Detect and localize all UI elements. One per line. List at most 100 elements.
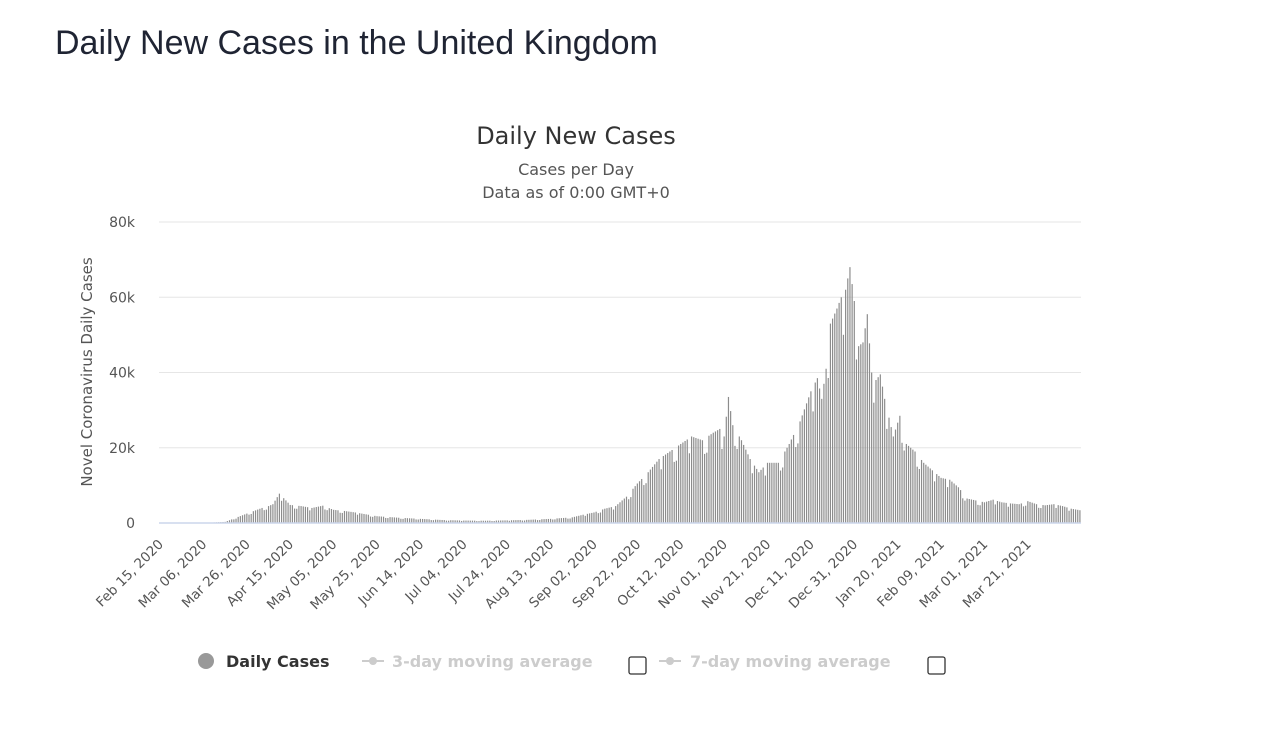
bar bbox=[693, 437, 695, 523]
bar bbox=[432, 520, 435, 523]
bar bbox=[250, 513, 252, 523]
bar bbox=[788, 443, 790, 523]
bar bbox=[430, 520, 432, 523]
bar bbox=[307, 507, 309, 523]
bar bbox=[330, 509, 333, 523]
legend-3-day-dot-icon bbox=[369, 657, 377, 665]
bar bbox=[532, 519, 534, 523]
bar bbox=[892, 436, 894, 523]
bar bbox=[918, 469, 920, 523]
bar bbox=[424, 519, 426, 523]
bar bbox=[456, 520, 458, 523]
bar bbox=[621, 500, 623, 523]
bar bbox=[1072, 509, 1074, 523]
bar bbox=[749, 459, 751, 523]
bar bbox=[1005, 502, 1007, 523]
bar bbox=[886, 428, 888, 523]
bar bbox=[352, 512, 354, 523]
bar bbox=[1077, 509, 1079, 523]
bar bbox=[955, 485, 957, 524]
bar bbox=[1040, 508, 1042, 523]
bar bbox=[246, 513, 248, 523]
bar bbox=[482, 520, 484, 523]
bar bbox=[543, 519, 545, 523]
bar bbox=[840, 297, 842, 523]
bar bbox=[818, 388, 821, 523]
bar bbox=[888, 417, 890, 523]
bar bbox=[491, 521, 493, 523]
bar bbox=[925, 464, 927, 523]
bar bbox=[541, 519, 543, 523]
bar bbox=[265, 509, 267, 523]
bar bbox=[994, 504, 996, 523]
y-axis-label: Novel Coronavirus Daily Cases bbox=[78, 257, 96, 487]
bar bbox=[382, 516, 385, 523]
bar bbox=[786, 447, 788, 523]
bar bbox=[897, 422, 899, 523]
bar bbox=[480, 520, 482, 523]
bar bbox=[339, 512, 341, 523]
bar bbox=[278, 493, 280, 523]
legend-7-day-checkbox[interactable] bbox=[927, 656, 946, 675]
bar bbox=[257, 509, 259, 523]
bar bbox=[871, 372, 873, 523]
bar bbox=[684, 440, 686, 523]
bar bbox=[487, 520, 489, 523]
bar bbox=[567, 518, 569, 523]
bar bbox=[784, 451, 786, 523]
legend-item-daily-cases[interactable]: Daily Cases bbox=[198, 652, 329, 671]
bar bbox=[326, 510, 328, 523]
bar bbox=[476, 521, 478, 523]
bar bbox=[849, 267, 851, 523]
bar bbox=[398, 517, 400, 523]
bar bbox=[957, 487, 960, 523]
bar bbox=[317, 506, 320, 523]
bar bbox=[599, 512, 602, 523]
bar bbox=[779, 470, 782, 523]
legend-3-day-checkbox[interactable] bbox=[628, 656, 647, 675]
bar bbox=[369, 516, 372, 523]
legend-item-3-day-average[interactable]: 3-day moving average bbox=[362, 652, 593, 671]
bar bbox=[864, 328, 866, 523]
bar bbox=[771, 462, 773, 523]
legend-7-day-dot-icon bbox=[666, 657, 674, 665]
bar bbox=[1001, 502, 1003, 523]
bar bbox=[740, 440, 743, 523]
bar bbox=[252, 511, 254, 523]
bar bbox=[1033, 503, 1035, 523]
bar bbox=[523, 520, 526, 523]
bar bbox=[226, 521, 228, 523]
bar bbox=[428, 519, 430, 523]
gridlines bbox=[159, 221, 1081, 449]
bar bbox=[656, 461, 658, 523]
bar bbox=[617, 504, 619, 523]
bar bbox=[723, 436, 725, 523]
bar bbox=[343, 510, 346, 523]
bar bbox=[682, 442, 684, 523]
bar bbox=[1042, 505, 1044, 523]
bar bbox=[248, 514, 250, 523]
bar bbox=[519, 520, 521, 523]
bar bbox=[300, 506, 302, 523]
bar bbox=[404, 518, 406, 523]
bar bbox=[556, 518, 558, 523]
bar bbox=[1057, 505, 1059, 523]
bar bbox=[758, 472, 760, 523]
bar bbox=[510, 520, 513, 523]
bar bbox=[853, 301, 855, 523]
bar bbox=[719, 428, 721, 523]
legend-item-7-day-average[interactable]: 7-day moving average bbox=[659, 652, 891, 671]
bar bbox=[907, 445, 910, 523]
bar bbox=[270, 505, 272, 523]
bar bbox=[623, 498, 625, 523]
bar bbox=[448, 520, 450, 523]
bar bbox=[283, 498, 285, 523]
bar bbox=[552, 519, 554, 523]
bar bbox=[298, 505, 300, 523]
bar bbox=[1055, 507, 1057, 523]
bar bbox=[946, 487, 949, 523]
bar bbox=[508, 520, 510, 523]
bar bbox=[881, 386, 884, 523]
bar bbox=[625, 496, 628, 523]
bar bbox=[495, 520, 497, 523]
